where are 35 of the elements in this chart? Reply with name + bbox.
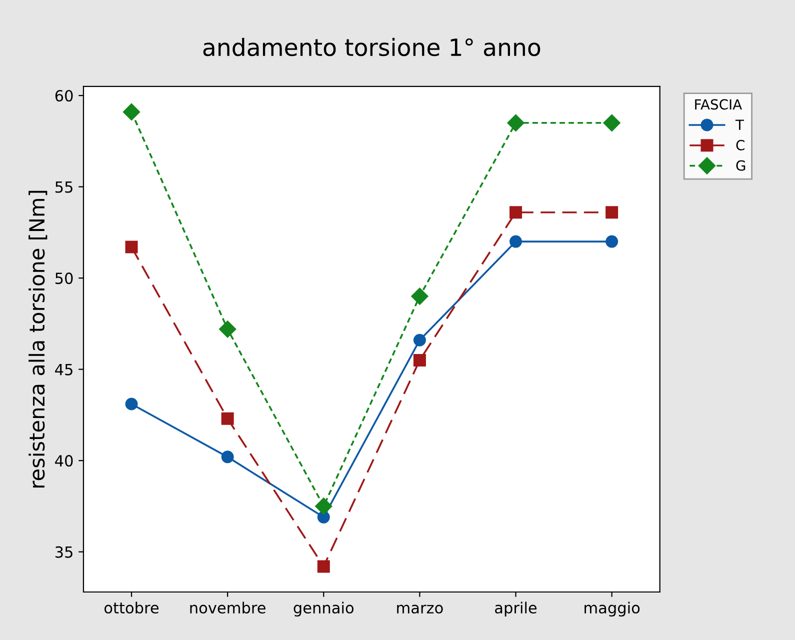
x-tick-label: maggio — [584, 602, 640, 617]
y-tick-label: 60 — [55, 90, 73, 102]
x-tick-label: ottobre — [104, 602, 159, 614]
point — [603, 114, 620, 132]
y-tick-label: 45 — [55, 364, 72, 376]
point — [411, 288, 428, 305]
legend-title: FASCIA — [695, 99, 742, 110]
point — [221, 450, 234, 464]
chart-title: andamento torsione 1° anno — [203, 38, 540, 56]
point — [125, 240, 138, 254]
point — [122, 103, 140, 121]
point — [413, 354, 426, 366]
point — [413, 334, 426, 346]
y-tick-label: 55 — [55, 181, 72, 193]
point — [507, 114, 524, 132]
x-tick-label: gennaio — [294, 602, 354, 617]
point — [221, 412, 234, 425]
point — [606, 206, 618, 219]
legend-label: G — [736, 160, 746, 171]
legend-label: T — [735, 120, 744, 130]
y-axis-title: resistenza alla torsione [Nm] — [28, 190, 48, 488]
point — [315, 498, 332, 515]
y-tick-label: 50 — [55, 272, 73, 284]
y-tick-label: 35 — [55, 546, 72, 558]
legend-label: C — [736, 140, 744, 150]
point — [219, 320, 236, 338]
x-tick-label: marzo — [397, 604, 443, 614]
point — [606, 235, 618, 248]
y-tick-label: 40 — [55, 455, 73, 467]
x-tick-label: aprile — [495, 602, 537, 617]
point — [317, 560, 330, 573]
point — [510, 235, 522, 248]
x-tick-label: novembre — [190, 602, 266, 614]
point — [510, 206, 522, 219]
point — [125, 398, 138, 410]
